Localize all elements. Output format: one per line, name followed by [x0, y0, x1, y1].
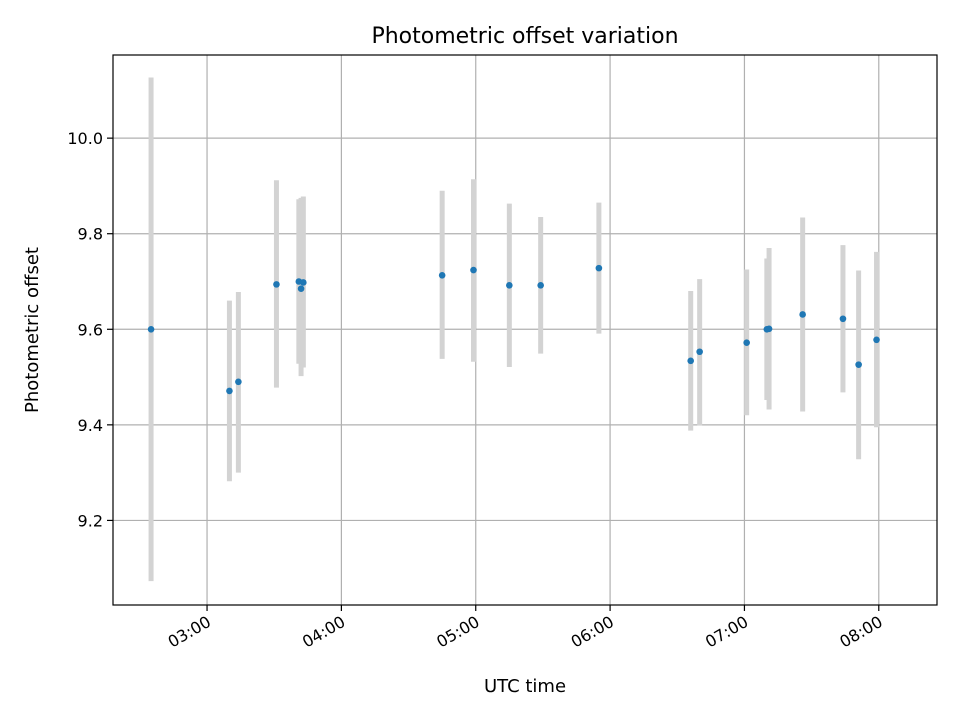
- data-point: [696, 348, 703, 356]
- data-point: [799, 311, 806, 318]
- x-tick-label: 04:00: [299, 612, 348, 652]
- y-axis-label: Photometric offset: [22, 247, 43, 413]
- y-tick-label: 9.4: [78, 416, 103, 435]
- data-point: [226, 387, 233, 395]
- data-point: [839, 315, 847, 323]
- data-point: [147, 325, 155, 333]
- axis-ticks: 03:00 04:00 05:00 06:00 07:00 08:00 9.2 9.4 9.6 9…: [67, 129, 885, 651]
- data-point: [537, 282, 544, 289]
- data-point: [470, 266, 477, 274]
- data-point: [855, 361, 862, 368]
- chart-title: Photometric offset variation: [371, 24, 678, 49]
- y-tick-label: 10.0: [67, 129, 103, 148]
- data-point: [743, 339, 750, 346]
- data-point: [765, 325, 773, 333]
- plot-frame: [112, 54, 938, 606]
- data-point: [300, 279, 307, 286]
- data-points: [147, 264, 880, 395]
- x-tick-label: 06:00: [568, 612, 617, 652]
- data-point: [506, 282, 513, 289]
- y-tick-label: 9.8: [78, 225, 103, 244]
- x-tick-label: 03:00: [165, 612, 214, 652]
- data-point: [297, 285, 305, 292]
- y-tick-label: 9.2: [78, 511, 103, 530]
- data-point: [687, 357, 694, 365]
- data-point: [873, 336, 880, 344]
- data-point: [595, 264, 603, 272]
- x-axis-label: UTC time: [484, 676, 566, 697]
- y-tick-label: 9.6: [78, 320, 103, 339]
- x-tick-label: 08:00: [836, 612, 885, 652]
- data-point: [438, 271, 446, 279]
- x-tick-label: 05:00: [433, 612, 482, 652]
- data-point: [235, 378, 242, 386]
- x-tick-label: 07:00: [702, 612, 751, 652]
- data-point: [273, 281, 280, 288]
